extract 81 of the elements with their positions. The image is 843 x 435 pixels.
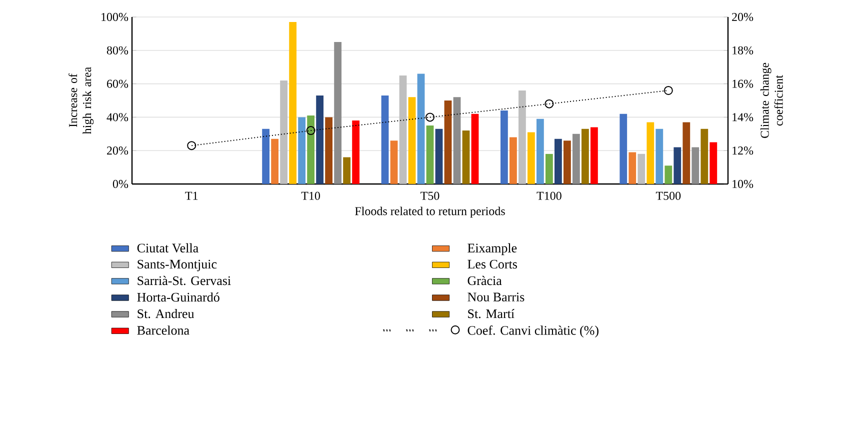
bar [408, 97, 416, 184]
bar [500, 110, 508, 184]
y2-tick-label: 12% [732, 146, 754, 155]
x-axis-title: Floods related to return periods [355, 206, 505, 218]
bar [435, 128, 443, 184]
bar [700, 128, 708, 184]
legend-label: Les Corts [468, 260, 517, 269]
bar [298, 117, 306, 184]
bar [280, 80, 288, 184]
bar [536, 118, 544, 184]
bar [509, 137, 517, 184]
point [544, 99, 554, 108]
bar [417, 74, 425, 184]
bar [692, 147, 700, 184]
legend-label: Sants-Montjuic [138, 260, 217, 272]
bar [390, 140, 398, 184]
bar [563, 140, 571, 184]
bar [572, 134, 580, 184]
bar [620, 114, 628, 184]
bar [316, 95, 324, 184]
y-tick-label: 60% [106, 80, 128, 88]
x-tick-label: T50 [420, 192, 440, 200]
bar [325, 117, 333, 184]
point [426, 112, 434, 122]
legend-label: Eixample [468, 243, 517, 256]
x-tick-label: T500 [656, 192, 681, 200]
bar [399, 75, 407, 184]
bar [590, 127, 598, 184]
y2-tick-label: 18% [732, 46, 754, 54]
bar [545, 154, 553, 184]
bar [638, 154, 646, 184]
bar [426, 126, 434, 184]
point [664, 86, 673, 95]
bar [471, 114, 479, 184]
bar [554, 138, 562, 184]
x-tick-label: T10 [301, 192, 320, 200]
point [306, 126, 316, 136]
bar [682, 122, 690, 184]
bar [343, 157, 351, 184]
y-axis-title: Increase of high risk area [68, 67, 94, 134]
y-tick-label: 20% [107, 146, 128, 155]
legend-label: Horta-Guinardó [137, 292, 220, 302]
legend-label: St. Andreu [138, 309, 194, 318]
bar [352, 120, 360, 184]
legend-label: Ciutat Vella [137, 243, 198, 253]
bar [518, 90, 526, 184]
y-tick-label: 40% [106, 113, 128, 122]
bar [381, 95, 389, 184]
bar [664, 166, 672, 184]
legend-label: Barcelona [137, 326, 190, 335]
bar [334, 42, 342, 184]
bar [674, 147, 682, 184]
point [187, 141, 196, 150]
legend-label: St. Martí [468, 309, 514, 318]
bar [271, 138, 278, 184]
bar [646, 122, 654, 184]
y-tick-label: 80% [106, 46, 128, 54]
bar [628, 152, 636, 184]
x-tick-label: T100 [536, 192, 562, 200]
bar [581, 128, 589, 184]
legend-label: Nou Barris [468, 292, 524, 302]
legend-label: Sarrià-St. Gervasi [138, 276, 231, 286]
bar [656, 128, 664, 184]
legend-label: Coef. Canvi climàtic (%) [468, 326, 598, 338]
y2-tick-label: 14% [732, 113, 754, 122]
bar [453, 97, 461, 184]
y2-tick-label: 10% [732, 180, 754, 188]
x-tick-label: T1 [185, 192, 198, 200]
y-tick-label: 0% [112, 180, 128, 188]
y2-tick-label: 20% [732, 12, 754, 22]
bar [710, 142, 718, 184]
y-tick-label: 100% [102, 12, 128, 22]
bar [462, 130, 470, 184]
bar [307, 116, 314, 184]
bar [289, 22, 296, 184]
y2-tick-label: 16% [732, 80, 754, 88]
y2-axis-title: Climate change coefficient [760, 62, 783, 138]
legend-label: Gràcia [468, 276, 502, 286]
bar [527, 132, 535, 184]
bar [262, 128, 270, 184]
bar [444, 100, 452, 184]
